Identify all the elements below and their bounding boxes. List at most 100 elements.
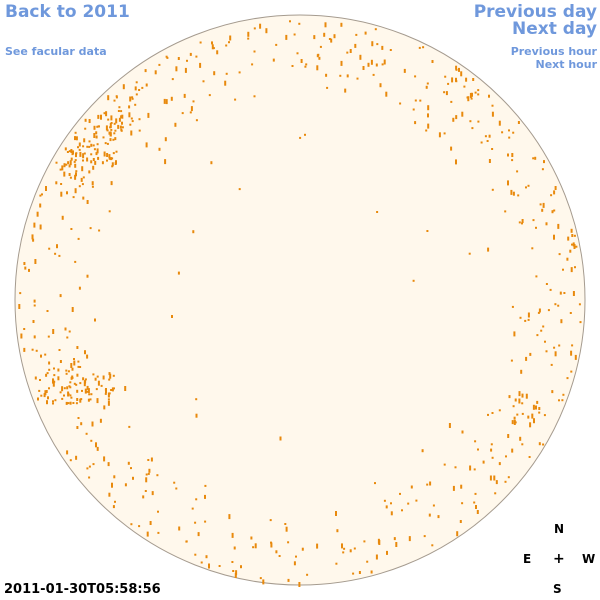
compass-east: E xyxy=(523,552,532,566)
facula-mark xyxy=(80,398,83,401)
facula-mark xyxy=(115,96,118,99)
facula-mark xyxy=(75,136,78,141)
facula-mark xyxy=(20,333,23,339)
facula-mark xyxy=(194,553,197,556)
facula-mark xyxy=(158,147,161,151)
facula-mark xyxy=(73,358,75,360)
facula-mark xyxy=(96,148,99,154)
facula-mark xyxy=(579,321,582,324)
facula-mark xyxy=(513,420,516,425)
facula-mark xyxy=(40,394,43,397)
facula-mark xyxy=(231,532,234,538)
facula-mark xyxy=(185,540,188,543)
facula-mark xyxy=(493,475,496,481)
facula-mark xyxy=(86,200,89,204)
facula-mark xyxy=(511,448,514,453)
facula-mark xyxy=(135,93,138,96)
facula-mark xyxy=(306,573,309,576)
facula-mark xyxy=(73,160,76,163)
facula-mark xyxy=(35,349,38,352)
facula-mark xyxy=(69,386,72,389)
facula-mark xyxy=(346,74,349,78)
facula-mark xyxy=(70,149,73,153)
facula-mark xyxy=(461,430,464,434)
facula-mark xyxy=(158,63,161,66)
facula-mark xyxy=(57,376,60,381)
facula-mark xyxy=(148,468,151,473)
facula-mark xyxy=(304,65,307,68)
facula-mark xyxy=(562,268,564,271)
facula-mark xyxy=(86,467,89,470)
see-facular-data-link[interactable]: See facular data xyxy=(5,45,107,58)
facula-mark xyxy=(518,391,521,397)
facula-mark xyxy=(238,71,241,74)
facula-mark xyxy=(23,262,26,265)
facula-mark xyxy=(145,473,148,476)
facula-mark xyxy=(353,547,356,550)
facula-mark xyxy=(190,106,193,112)
facula-mark xyxy=(92,165,95,170)
facula-mark xyxy=(335,562,338,565)
facula-mark xyxy=(84,381,86,384)
facula-mark xyxy=(97,156,100,160)
facula-mark xyxy=(491,188,494,191)
compass-west: W xyxy=(582,552,596,566)
facula-mark xyxy=(72,402,75,404)
facula-mark xyxy=(106,142,109,145)
facula-mark xyxy=(195,55,198,58)
previous-day-link[interactable]: Previous day xyxy=(473,2,597,22)
facula-mark xyxy=(145,477,148,483)
facular-points xyxy=(18,20,582,587)
facula-mark xyxy=(74,136,76,141)
facula-mark xyxy=(120,115,123,119)
facula-mark xyxy=(383,499,386,502)
facula-mark xyxy=(540,329,543,332)
facula-mark xyxy=(189,52,192,56)
facula-mark xyxy=(491,111,494,117)
facula-mark xyxy=(569,249,572,253)
facula-mark xyxy=(58,349,61,351)
facula-mark xyxy=(412,108,415,111)
facula-mark xyxy=(390,511,393,516)
facula-mark xyxy=(95,152,98,156)
facula-mark xyxy=(68,330,71,333)
facula-mark xyxy=(53,374,56,377)
facula-mark xyxy=(521,393,524,398)
facula-mark xyxy=(463,85,466,88)
facula-mark xyxy=(363,540,366,543)
facula-mark xyxy=(135,81,138,84)
previous-hour-link[interactable]: Previous hour xyxy=(510,45,597,58)
facula-mark xyxy=(130,523,133,526)
facula-mark xyxy=(488,159,491,163)
facula-mark xyxy=(28,268,30,272)
facula-mark xyxy=(477,89,480,92)
facula-mark xyxy=(151,491,154,496)
facula-mark xyxy=(542,443,545,446)
facula-mark xyxy=(259,577,262,580)
facula-mark xyxy=(511,153,514,157)
facula-mark xyxy=(455,115,458,120)
facula-mark xyxy=(59,168,62,171)
facula-mark xyxy=(489,475,492,481)
next-hour-link[interactable]: Next hour xyxy=(535,58,598,71)
facula-mark xyxy=(86,145,89,148)
facula-mark xyxy=(511,159,514,162)
facula-mark xyxy=(94,318,96,322)
facula-mark xyxy=(527,312,530,318)
facula-mark xyxy=(47,396,49,400)
facula-mark xyxy=(121,114,124,119)
facula-mark xyxy=(95,388,98,391)
back-to-year-link[interactable]: Back to 2011 xyxy=(5,2,130,22)
next-day-link[interactable]: Next day xyxy=(512,19,597,39)
facula-mark xyxy=(536,400,539,404)
facula-mark xyxy=(85,432,88,435)
facula-mark xyxy=(415,499,418,502)
facula-mark xyxy=(114,500,116,503)
facula-mark xyxy=(147,459,150,461)
facula-mark xyxy=(67,391,70,397)
facula-mark xyxy=(82,145,85,148)
facula-mark xyxy=(259,23,262,29)
facula-mark xyxy=(414,99,417,102)
facula-mark xyxy=(60,191,63,197)
facula-mark xyxy=(253,95,256,98)
